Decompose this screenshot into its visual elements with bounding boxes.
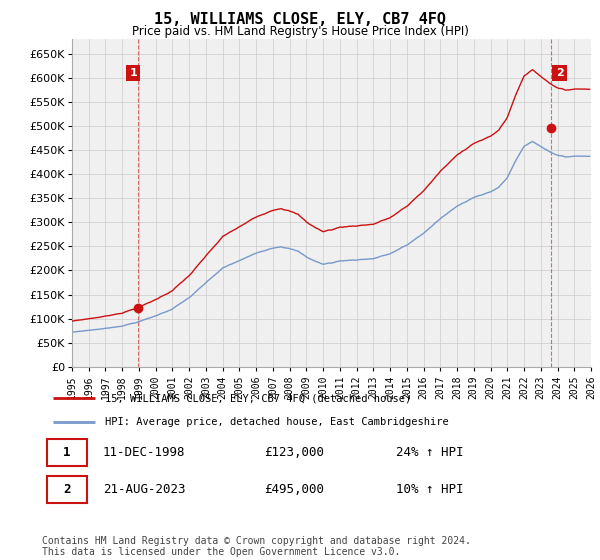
Text: £495,000: £495,000 [264, 483, 324, 496]
Text: 24% ↑ HPI: 24% ↑ HPI [396, 446, 463, 459]
Text: HPI: Average price, detached house, East Cambridgeshire: HPI: Average price, detached house, East… [106, 417, 449, 427]
Text: 2: 2 [64, 483, 71, 496]
Text: 15, WILLIAMS CLOSE, ELY, CB7 4FQ (detached house): 15, WILLIAMS CLOSE, ELY, CB7 4FQ (detach… [106, 393, 412, 403]
Text: 11-DEC-1998: 11-DEC-1998 [103, 446, 185, 459]
Text: 15, WILLIAMS CLOSE, ELY, CB7 4FQ: 15, WILLIAMS CLOSE, ELY, CB7 4FQ [154, 12, 446, 27]
FancyBboxPatch shape [47, 439, 87, 465]
Text: 21-AUG-2023: 21-AUG-2023 [103, 483, 185, 496]
Text: 2: 2 [556, 68, 563, 78]
Text: £123,000: £123,000 [264, 446, 324, 459]
Text: 10% ↑ HPI: 10% ↑ HPI [396, 483, 463, 496]
FancyBboxPatch shape [47, 476, 87, 503]
Text: 1: 1 [130, 68, 137, 78]
Text: Contains HM Land Registry data © Crown copyright and database right 2024.
This d: Contains HM Land Registry data © Crown c… [42, 535, 471, 557]
Text: 1: 1 [64, 446, 71, 459]
Text: Price paid vs. HM Land Registry's House Price Index (HPI): Price paid vs. HM Land Registry's House … [131, 25, 469, 38]
